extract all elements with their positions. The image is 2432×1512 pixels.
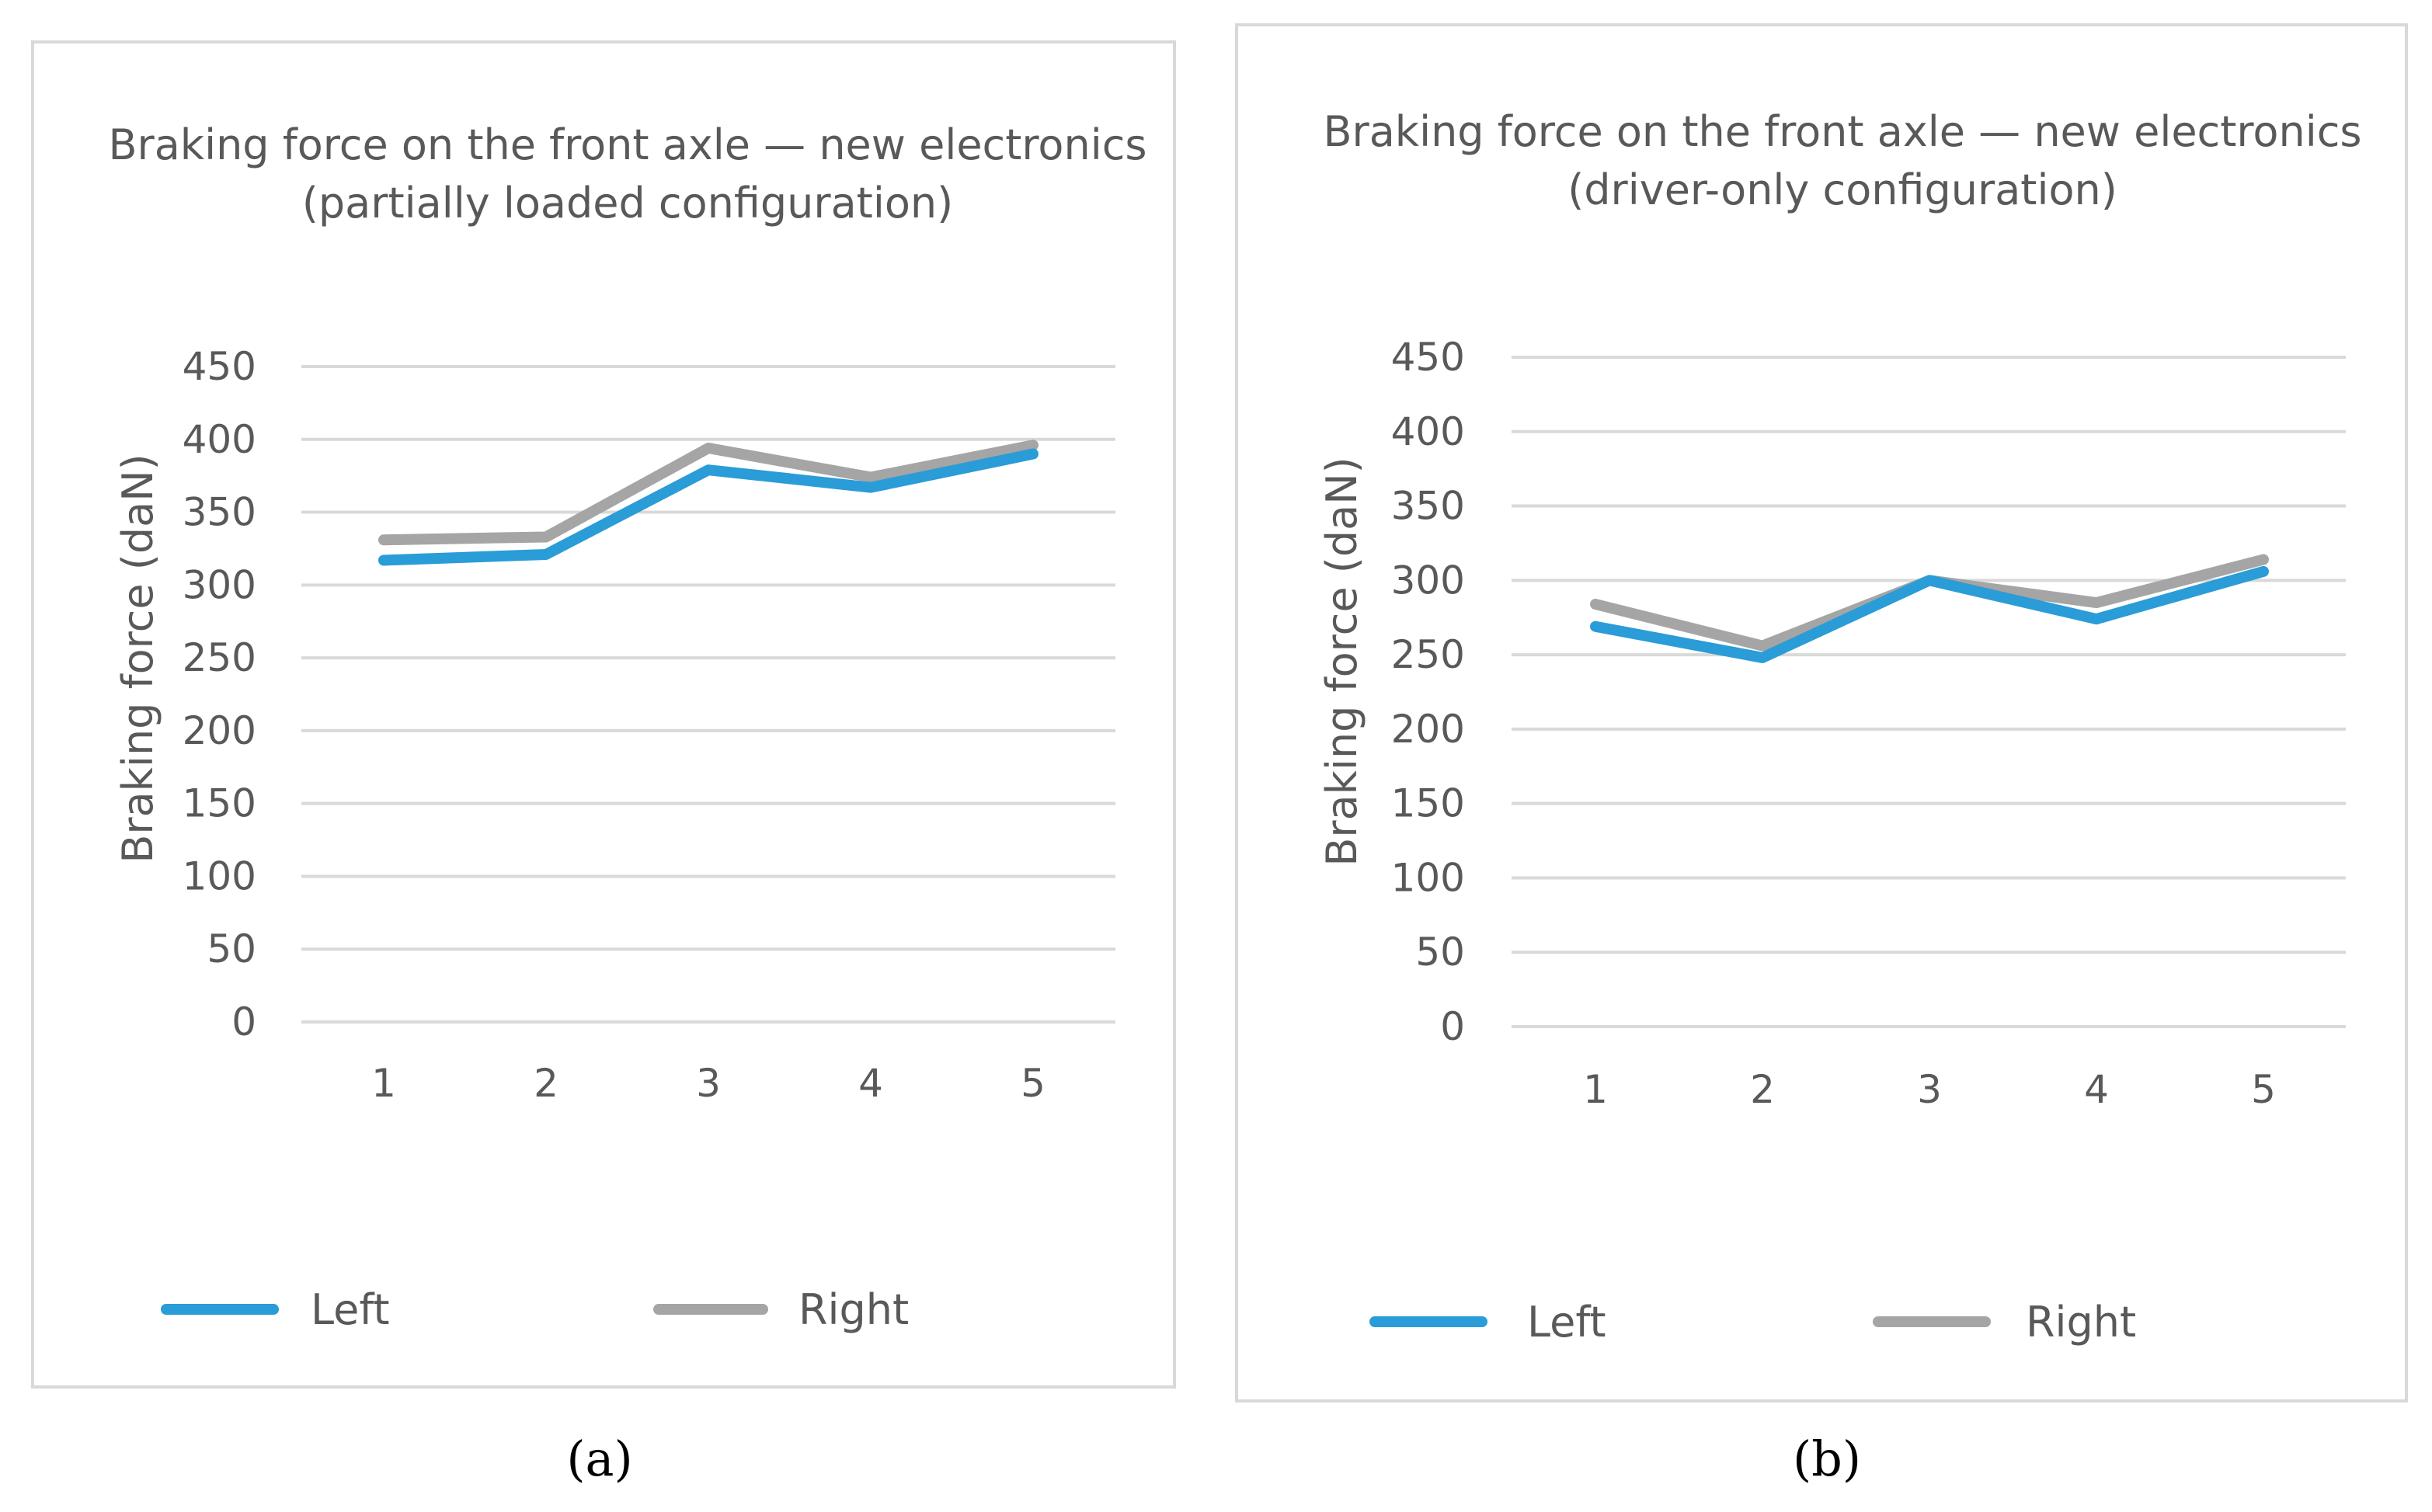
chart-a-x-tick-label: 3 [696, 1061, 721, 1106]
chart-a-y-tick-label: 450 [183, 344, 256, 389]
chart-b-frame [1235, 23, 2408, 1403]
chart-b-title-line-1: Braking force on the front axle — new el… [1323, 107, 2361, 156]
chart-a-title-line-1: Braking force on the front axle — new el… [108, 120, 1146, 169]
chart-b-y-tick-label: 350 [1391, 484, 1465, 529]
chart-b-series [1590, 554, 2269, 663]
chart-a-x-ticks: 1 2 3 4 5 [371, 1061, 1046, 1106]
chart-a-x-tick-label: 4 [858, 1061, 883, 1106]
chart-b-x-tick-label: 5 [2251, 1067, 2276, 1112]
chart-a-y-tick-label: 200 [183, 708, 256, 753]
chart-a-x-tick-label: 5 [1021, 1061, 1046, 1106]
chart-a-y-tick-label: 100 [183, 853, 256, 899]
chart-b-y-tick-label: 400 [1391, 409, 1465, 454]
chart-a-y-tick-label: 50 [207, 926, 256, 972]
chart-a-y-axis-label: Braking force (daN) [113, 454, 162, 863]
chart-a-legend-right-label: Right [798, 1285, 909, 1334]
chart-b: Braking force on the front axle — new el… [1235, 23, 2408, 1487]
chart-a-legend: Left Right [161, 1285, 909, 1334]
chart-b-legend-right-label: Right [2026, 1298, 2136, 1347]
chart-a-series [378, 440, 1039, 566]
chart-b-x-tick-label: 4 [2084, 1067, 2109, 1112]
chart-b-y-tick-label: 300 [1391, 558, 1465, 603]
chart-a-frame [31, 40, 1176, 1389]
chart-a-gridlines [301, 365, 1115, 1024]
chart-a-legend-left-label: Left [311, 1285, 390, 1334]
chart-a-title-line-2: (partially loaded configuration) [302, 179, 953, 228]
chart-b-y-tick-label: 450 [1391, 335, 1465, 380]
chart-b-y-tick-label: 200 [1391, 707, 1465, 752]
chart-b-y-tick-label: 50 [1415, 930, 1465, 975]
chart-b-y-tick-label: 150 [1391, 781, 1465, 826]
chart-b-x-tick-label: 1 [1583, 1067, 1608, 1112]
chart-a-y-tick-label: 300 [183, 562, 256, 607]
chart-a-y-tick-label: 150 [183, 781, 256, 826]
chart-a-y-ticks: 0 50 100 150 200 250 300 350 400 450 [183, 344, 256, 1044]
chart-b-legend: Left Right [1369, 1298, 2136, 1347]
chart-b-y-ticks: 0 50 100 150 200 250 300 350 400 450 [1391, 335, 1465, 1049]
chart-b-x-tick-label: 3 [1917, 1067, 1942, 1112]
chart-a-caption: (a) [566, 1430, 632, 1487]
chart-b-x-tick-label: 2 [1750, 1067, 1775, 1112]
chart-b-title-line-2: (driver-only configuration) [1567, 165, 2117, 214]
chart-a-y-tick-label: 350 [183, 490, 256, 535]
chart-b-y-tick-label: 0 [1440, 1004, 1465, 1049]
chart-a-x-tick-label: 2 [534, 1061, 558, 1106]
chart-b-gridlines [1512, 356, 2346, 1028]
chart-a: Braking force on the front axle — new el… [31, 40, 1176, 1487]
chart-b-caption: (b) [1793, 1430, 1861, 1487]
chart-b-y-axis-label: Braking force (daN) [1317, 457, 1366, 866]
chart-a-y-tick-label: 400 [183, 417, 256, 462]
chart-b-y-tick-label: 250 [1391, 632, 1465, 677]
chart-a-y-tick-label: 250 [183, 635, 256, 680]
chart-b-legend-left-label: Left [1527, 1298, 1606, 1347]
chart-b-x-ticks: 1 2 3 4 5 [1583, 1067, 2276, 1112]
chart-a-x-tick-label: 1 [371, 1061, 396, 1106]
chart-b-y-tick-label: 100 [1391, 855, 1465, 900]
chart-a-y-tick-label: 0 [231, 999, 256, 1044]
